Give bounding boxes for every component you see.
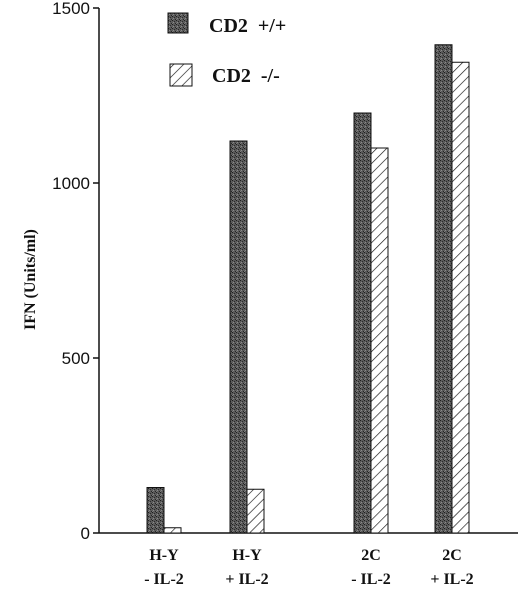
x-tick-label: + IL-2: [225, 571, 268, 588]
bars: [146, 44, 470, 534]
bar-cd2-ko-2: [246, 488, 265, 534]
y-tick-label: 1000: [52, 174, 90, 193]
legend-swatch-cd2-wt: [167, 12, 189, 34]
legend: CD2 +/+ CD2 -/-: [167, 12, 286, 87]
x-tick-label: - IL-2: [351, 571, 391, 588]
y-axis-title: IFN (Units/ml): [22, 229, 39, 330]
bar-cd2-ko-1: [163, 527, 182, 534]
x-tick-label: 2C: [442, 547, 462, 564]
x-tick-label: H-Y: [232, 547, 262, 564]
x-tick-label: + IL-2: [430, 571, 473, 588]
bar-cd2-wt-1: [146, 487, 165, 534]
bar-cd2-ko-4: [451, 61, 470, 534]
y-tick-label: 1500: [52, 0, 90, 18]
bar-cd2-wt-2: [229, 140, 248, 534]
legend-swatch-cd2-ko: [169, 63, 193, 87]
y-ticks: 0 500 1000 1500: [52, 0, 99, 543]
x-tick-label: 2C: [361, 547, 381, 564]
legend-label-cd2-wt: CD2 +/+: [209, 15, 286, 37]
x-tick-labels: H-Y - IL-2 H-Y + IL-2 2C - IL-2 2C + IL-2: [144, 547, 473, 588]
y-tick-label: 0: [81, 524, 90, 543]
bar-cd2-wt-4: [434, 44, 453, 534]
legend-label-cd2-ko: CD2 -/-: [212, 65, 280, 87]
bar-cd2-ko-3: [370, 147, 389, 534]
y-tick-label: 500: [62, 349, 90, 368]
x-tick-label: H-Y: [149, 547, 179, 564]
x-tick-label: - IL-2: [144, 571, 184, 588]
bar-cd2-wt-3: [353, 112, 372, 534]
